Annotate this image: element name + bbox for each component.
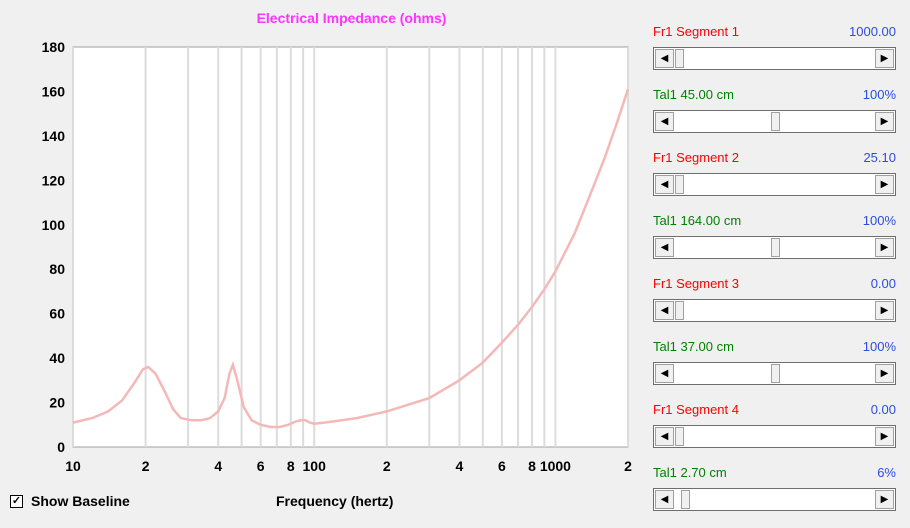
slider-label: Tal1 37.00 cm	[653, 339, 734, 354]
slider-track[interactable]: ◀ ▶	[653, 488, 896, 511]
x-axis-ticks: 10 2 4 6 8 100 2 4 6 8 1000 2	[65, 458, 632, 474]
scroll-right-arrow-icon[interactable]: ▶	[875, 112, 894, 131]
slider-thumb[interactable]	[675, 49, 684, 68]
x-tick-label: 1000	[540, 458, 571, 474]
scroll-right-arrow-icon[interactable]: ▶	[875, 364, 894, 383]
slider-value: 100%	[862, 339, 896, 354]
slider-value: 0.00	[870, 276, 896, 291]
y-tick-label: 100	[42, 217, 66, 233]
slider-label: Tal1 2.70 cm	[653, 465, 727, 480]
slider-label-row: Tal1 45.00 cm 100%	[653, 87, 896, 102]
slider-label-row: Tal1 164.00 cm 100%	[653, 213, 896, 228]
slider-label: Tal1 45.00 cm	[653, 87, 734, 102]
slider-panel: Fr1 Segment 1 1000.00 ◀ ▶ Tal1 45.00 cm 100% ◀…	[653, 24, 898, 528]
y-tick-label: 20	[49, 395, 65, 411]
slider-group: Tal1 37.00 cm 100% ◀ ▶	[653, 339, 898, 402]
slider-thumb[interactable]	[675, 175, 684, 194]
scroll-right-arrow-icon[interactable]: ▶	[875, 238, 894, 257]
slider-label-row: Fr1 Segment 1 1000.00	[653, 24, 896, 39]
slider-label: Fr1 Segment 4	[653, 402, 739, 417]
slider-value: 0.00	[870, 402, 896, 417]
scroll-right-arrow-icon[interactable]: ▶	[875, 175, 894, 194]
slider-label-row: Fr1 Segment 4 0.00	[653, 402, 896, 417]
scroll-left-arrow-icon[interactable]: ◀	[655, 175, 674, 194]
scroll-left-arrow-icon[interactable]: ◀	[655, 238, 674, 257]
grid-lines	[72, 47, 629, 447]
slider-value: 100%	[862, 87, 896, 102]
slider-value: 6%	[877, 465, 896, 480]
slider-label: Fr1 Segment 2	[653, 150, 739, 165]
slider-label-row: Tal1 2.70 cm 6%	[653, 465, 896, 480]
y-axis-ticks: 0 20 40 60 80 100 120 140 160 180	[42, 39, 66, 455]
x-tick-label: 8	[287, 458, 295, 474]
show-baseline-checkbox[interactable]: ✓	[10, 494, 23, 508]
scroll-left-arrow-icon[interactable]: ◀	[655, 364, 674, 383]
y-tick-label: 140	[42, 128, 66, 144]
slider-label: Tal1 164.00 cm	[653, 213, 742, 228]
y-tick-label: 160	[42, 83, 66, 99]
slider-label-row: Tal1 37.00 cm 100%	[653, 339, 896, 354]
slider-group: Tal1 164.00 cm 100% ◀ ▶	[653, 213, 898, 276]
y-tick-label: 0	[57, 439, 65, 455]
slider-group: Fr1 Segment 1 1000.00 ◀ ▶	[653, 24, 898, 87]
slider-value: 25.10	[863, 150, 896, 165]
x-tick-label: 6	[498, 458, 506, 474]
slider-track[interactable]: ◀ ▶	[653, 110, 896, 133]
x-tick-label: 4	[214, 458, 222, 474]
chart-title: Electrical Impedance (ohms)	[256, 10, 447, 26]
x-tick-label: 8	[528, 458, 536, 474]
scroll-left-arrow-icon[interactable]: ◀	[655, 49, 674, 68]
slider-group: Tal1 45.00 cm 100% ◀ ▶	[653, 87, 898, 150]
slider-track[interactable]: ◀ ▶	[653, 425, 896, 448]
scroll-left-arrow-icon[interactable]: ◀	[655, 490, 674, 509]
slider-thumb[interactable]	[771, 364, 780, 383]
scroll-right-arrow-icon[interactable]: ▶	[875, 301, 894, 320]
x-tick-label: 6	[257, 458, 265, 474]
slider-track[interactable]: ◀ ▶	[653, 236, 896, 259]
slider-label: Fr1 Segment 3	[653, 276, 739, 291]
scroll-right-arrow-icon[interactable]: ▶	[875, 49, 894, 68]
slider-label-row: Fr1 Segment 2 25.10	[653, 150, 896, 165]
x-tick-label: 100	[303, 458, 327, 474]
x-tick-label: 4	[456, 458, 464, 474]
scroll-left-arrow-icon[interactable]: ◀	[655, 301, 674, 320]
x-tick-label: 2	[624, 458, 632, 474]
slider-label: Fr1 Segment 1	[653, 24, 739, 39]
x-tick-label: 10	[65, 458, 81, 474]
impedance-series-line	[72, 88, 630, 429]
y-tick-label: 60	[49, 306, 65, 322]
x-tick-label: 2	[383, 458, 391, 474]
x-tick-label: 2	[142, 458, 150, 474]
show-baseline-label: Show Baseline	[31, 493, 130, 509]
scroll-right-arrow-icon[interactable]: ▶	[875, 490, 894, 509]
slider-thumb[interactable]	[771, 112, 780, 131]
slider-group: Fr1 Segment 4 0.00 ◀ ▶	[653, 402, 898, 465]
show-baseline-row[interactable]: ✓ Show Baseline	[10, 493, 130, 509]
slider-track[interactable]: ◀ ▶	[653, 362, 896, 385]
slider-thumb[interactable]	[771, 238, 780, 257]
slider-group: Fr1 Segment 3 0.00 ◀ ▶	[653, 276, 898, 339]
scroll-right-arrow-icon[interactable]: ▶	[875, 427, 894, 446]
slider-thumb[interactable]	[680, 490, 690, 509]
scroll-left-arrow-icon[interactable]: ◀	[655, 427, 674, 446]
slider-thumb[interactable]	[675, 301, 684, 320]
slider-track[interactable]: ◀ ▶	[653, 299, 896, 322]
slider-group: Tal1 2.70 cm 6% ◀ ▶	[653, 465, 898, 528]
y-tick-label: 40	[49, 350, 65, 366]
slider-label-row: Fr1 Segment 3 0.00	[653, 276, 896, 291]
slider-thumb[interactable]	[675, 427, 684, 446]
y-tick-label: 120	[42, 172, 66, 188]
x-axis-label: Frequency (hertz)	[276, 493, 394, 509]
slider-value: 1000.00	[849, 24, 896, 39]
slider-track[interactable]: ◀ ▶	[653, 47, 896, 70]
scroll-left-arrow-icon[interactable]: ◀	[655, 112, 674, 131]
slider-track[interactable]: ◀ ▶	[653, 173, 896, 196]
y-tick-label: 180	[42, 39, 66, 55]
y-tick-label: 80	[49, 261, 65, 277]
slider-value: 100%	[862, 213, 896, 228]
slider-group: Fr1 Segment 2 25.10 ◀ ▶	[653, 150, 898, 213]
